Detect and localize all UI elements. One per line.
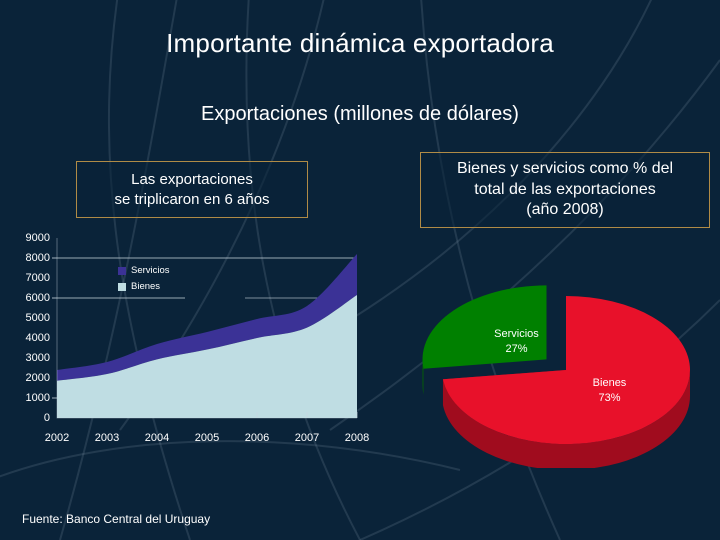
pie-label-bienes: Bienes 73% — [570, 376, 650, 406]
pie-label-servicios-value: 27% — [505, 342, 528, 355]
pie-slice-bienes-side — [442, 370, 690, 470]
pie-slice-bienes — [442, 296, 690, 444]
area-series-bienes — [57, 295, 357, 418]
legend-item-bienes: Bienes — [118, 279, 170, 295]
area-chart-legend: Servicios Bienes — [118, 263, 170, 295]
x-axis-label: 2006 — [244, 432, 270, 444]
y-axis-label: 1000 — [25, 392, 50, 404]
y-axis-label: 9000 — [25, 232, 50, 244]
y-axis-label: 6000 — [25, 292, 50, 304]
legend-label: Bienes — [131, 281, 161, 292]
legend-swatch-icon — [118, 283, 126, 291]
y-axis-label: 2000 — [25, 372, 50, 384]
y-axis-label: 7000 — [25, 272, 50, 284]
callout-left-line2: se triplicaron en 6 años — [114, 190, 270, 208]
x-axis-label: 2004 — [144, 432, 170, 444]
y-axis-label: 5000 — [25, 312, 50, 324]
callout-left: Las exportaciones se triplicaron en 6 añ… — [76, 161, 308, 218]
x-axis-label: 2002 — [44, 432, 70, 444]
x-axis-label: 2007 — [294, 432, 320, 444]
y-axis-label: 0 — [43, 412, 50, 424]
y-axis-label: 4000 — [25, 332, 50, 344]
pie-label-servicios-name: Servicios — [494, 327, 539, 340]
pie-slice-servicios-side — [422, 359, 424, 395]
pie-chart: Servicios 27% Bienes 73% — [396, 258, 720, 470]
callout-right-line3: (año 2008) — [526, 201, 604, 219]
area-chart: 9000 8000 7000 6000 5000 4000 3000 2000 1000 0 20… — [0, 228, 400, 453]
callout-right: Bienes y servicios como % del total de l… — [420, 152, 710, 228]
pie-slice-servicios — [422, 285, 547, 369]
area-chart-plot — [52, 238, 358, 419]
pie-label-bienes-value: 73% — [598, 392, 621, 405]
pie-chart-plot — [422, 285, 690, 470]
y-axis-label: 8000 — [25, 252, 50, 264]
area-chart-y-axis: 9000 8000 7000 6000 5000 4000 3000 2000 1000 0 — [0, 228, 50, 428]
source-footer: Fuente: Banco Central del Uruguay — [22, 512, 211, 526]
legend-label: Servicios — [131, 265, 170, 276]
callout-left-line1: Las exportaciones — [131, 171, 253, 189]
legend-swatch-icon — [118, 267, 126, 275]
pie-label-servicios: Servicios 27% — [474, 327, 558, 357]
x-axis-label: 2008 — [344, 432, 370, 444]
y-axis-label: 3000 — [25, 352, 50, 364]
callout-right-line1: Bienes y servicios como % del — [456, 160, 674, 178]
x-axis-label: 2003 — [94, 432, 120, 444]
x-axis-label: 2005 — [194, 432, 220, 444]
page-subtitle: Exportaciones (millones de dólares) — [201, 103, 519, 125]
page-title: Importante dinámica exportadora — [166, 28, 554, 58]
legend-item-servicios: Servicios — [118, 263, 170, 279]
callout-right-line2: total de las exportaciones — [474, 180, 656, 198]
pie-label-bienes-name: Bienes — [592, 377, 627, 390]
area-series-servicios — [57, 254, 357, 381]
